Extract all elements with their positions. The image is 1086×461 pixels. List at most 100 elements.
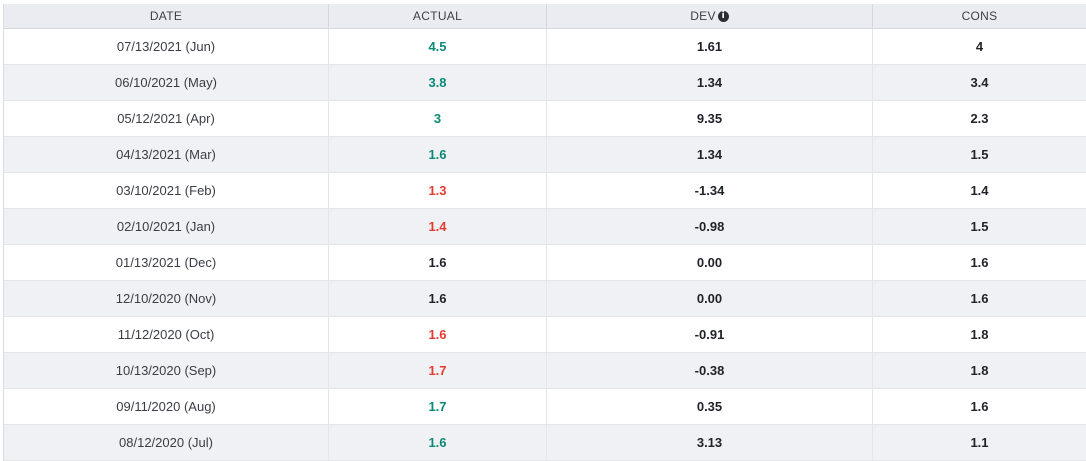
table-row: 10/13/2020 (Sep) 1.7 -0.38 1.8 <box>4 353 1086 389</box>
actual-cell: 1.7 <box>329 389 547 424</box>
actual-cell: 1.3 <box>329 173 547 208</box>
column-header-actual[interactable]: ACTUAL <box>329 4 547 28</box>
dev-cell: 9.35 <box>547 101 873 136</box>
date-cell-value: 01/13/2021 (Dec) <box>115 255 217 270</box>
date-cell: 09/11/2020 (Aug) <box>4 389 329 424</box>
date-cell-value: 07/13/2021 (Jun) <box>116 39 216 54</box>
dev-cell: 1.34 <box>547 137 873 172</box>
dev-cell: -1.34 <box>547 173 873 208</box>
actual-cell-value: 4.5 <box>428 39 447 54</box>
table-row: 12/10/2020 (Nov) 1.6 0.00 1.6 <box>4 281 1086 317</box>
actual-cell-value: 3 <box>433 111 442 126</box>
dev-cell-value: 9.35 <box>696 111 723 126</box>
date-cell: 05/12/2021 (Apr) <box>4 101 329 136</box>
cons-cell: 1.6 <box>873 281 1086 316</box>
column-header-actual-label: ACTUAL <box>412 9 463 23</box>
dev-cell: -0.91 <box>547 317 873 352</box>
cons-cell: 1.6 <box>873 389 1086 424</box>
date-cell-value: 11/12/2020 (Oct) <box>117 327 215 342</box>
table-row: 02/10/2021 (Jan) 1.4 -0.98 1.5 <box>4 209 1086 245</box>
table-row: 09/11/2020 (Aug) 1.7 0.35 1.6 <box>4 389 1086 425</box>
cons-cell-value: 2.3 <box>970 111 989 126</box>
dev-cell-value: 1.34 <box>696 147 723 162</box>
cons-cell-value: 1.5 <box>970 219 989 234</box>
dev-cell: 3.13 <box>547 425 873 460</box>
actual-cell: 1.6 <box>329 425 547 460</box>
actual-cell-value: 1.7 <box>428 363 447 378</box>
cons-cell-value: 1.6 <box>970 399 989 414</box>
actual-cell: 1.6 <box>329 137 547 172</box>
column-header-date-label: DATE <box>149 9 183 23</box>
column-header-dev-label: DEV <box>690 9 716 23</box>
dev-cell-value: -0.98 <box>694 219 725 234</box>
actual-cell-value: 1.6 <box>428 147 447 162</box>
actual-cell-value: 1.6 <box>428 255 447 270</box>
actual-cell-value: 1.6 <box>428 291 447 306</box>
actual-cell-value: 1.4 <box>428 219 447 234</box>
date-cell: 07/13/2021 (Jun) <box>4 29 329 64</box>
economic-data-table: DATE ACTUAL DEV i CONS 07/13/2021 (Jun) 4.… <box>3 4 1086 461</box>
dev-cell-value: -0.91 <box>694 327 725 342</box>
table-row: 08/12/2020 (Jul) 1.6 3.13 1.1 <box>4 425 1086 461</box>
date-cell-value: 02/10/2021 (Jan) <box>116 219 216 234</box>
actual-cell: 3 <box>329 101 547 136</box>
cons-cell: 1.1 <box>873 425 1086 460</box>
actual-cell: 1.4 <box>329 209 547 244</box>
date-cell-value: 04/13/2021 (Mar) <box>116 147 216 162</box>
dev-cell-value: -1.34 <box>694 183 725 198</box>
table-row: 11/12/2020 (Oct) 1.6 -0.91 1.8 <box>4 317 1086 353</box>
column-header-cons-label: CONS <box>961 9 998 23</box>
table-row: 05/12/2021 (Apr) 3 9.35 2.3 <box>4 101 1086 137</box>
date-cell-value: 06/10/2021 (May) <box>115 75 217 90</box>
cons-cell-value: 1.8 <box>970 327 989 342</box>
column-header-date[interactable]: DATE <box>4 4 329 28</box>
cons-cell-value: 3.4 <box>970 75 989 90</box>
dev-cell: -0.98 <box>547 209 873 244</box>
cons-cell: 1.5 <box>873 137 1086 172</box>
dev-cell-value: -0.38 <box>694 363 725 378</box>
date-cell: 02/10/2021 (Jan) <box>4 209 329 244</box>
cons-cell: 1.6 <box>873 245 1086 280</box>
cons-cell-value: 4 <box>975 39 984 54</box>
table-header-row: DATE ACTUAL DEV i CONS <box>4 4 1086 29</box>
cons-cell-value: 1.8 <box>970 363 989 378</box>
date-cell: 08/12/2020 (Jul) <box>4 425 329 460</box>
dev-cell: -0.38 <box>547 353 873 388</box>
dev-cell: 1.34 <box>547 65 873 100</box>
dev-cell-value: 1.61 <box>696 39 723 54</box>
dev-cell: 0.00 <box>547 281 873 316</box>
cons-cell: 4 <box>873 29 1086 64</box>
actual-cell-value: 1.3 <box>428 183 447 198</box>
info-icon[interactable]: i <box>717 10 729 22</box>
actual-cell-value: 1.6 <box>428 327 447 342</box>
column-header-cons[interactable]: CONS <box>873 4 1086 28</box>
date-cell: 10/13/2020 (Sep) <box>4 353 329 388</box>
cons-cell: 1.8 <box>873 353 1086 388</box>
actual-cell-value: 1.7 <box>428 399 447 414</box>
dev-cell-value: 0.00 <box>696 255 723 270</box>
cons-cell: 1.8 <box>873 317 1086 352</box>
date-cell-value: 12/10/2020 (Nov) <box>115 291 217 306</box>
column-header-dev[interactable]: DEV i <box>547 4 873 28</box>
table-row: 07/13/2021 (Jun) 4.5 1.61 4 <box>4 29 1086 65</box>
date-cell-value: 08/12/2020 (Jul) <box>119 435 213 450</box>
table-row: 03/10/2021 (Feb) 1.3 -1.34 1.4 <box>4 173 1086 209</box>
date-cell-value: 05/12/2021 (Apr) <box>117 111 215 126</box>
date-cell-value: 03/10/2021 (Feb) <box>116 183 216 198</box>
cons-cell: 1.5 <box>873 209 1086 244</box>
dev-cell-value: 0.00 <box>696 291 723 306</box>
actual-cell: 3.8 <box>329 65 547 100</box>
cons-cell: 2.3 <box>873 101 1086 136</box>
date-cell: 06/10/2021 (May) <box>4 65 329 100</box>
dev-cell: 0.35 <box>547 389 873 424</box>
actual-cell: 1.6 <box>329 245 547 280</box>
actual-cell-value: 1.6 <box>428 435 447 450</box>
date-cell: 12/10/2020 (Nov) <box>4 281 329 316</box>
cons-cell-value: 1.6 <box>970 291 989 306</box>
cons-cell-value: 1.4 <box>970 183 989 198</box>
date-cell: 01/13/2021 (Dec) <box>4 245 329 280</box>
table-row: 06/10/2021 (May) 3.8 1.34 3.4 <box>4 65 1086 101</box>
cons-cell: 3.4 <box>873 65 1086 100</box>
dev-cell-value: 3.13 <box>696 435 723 450</box>
dev-cell-value: 0.35 <box>696 399 723 414</box>
